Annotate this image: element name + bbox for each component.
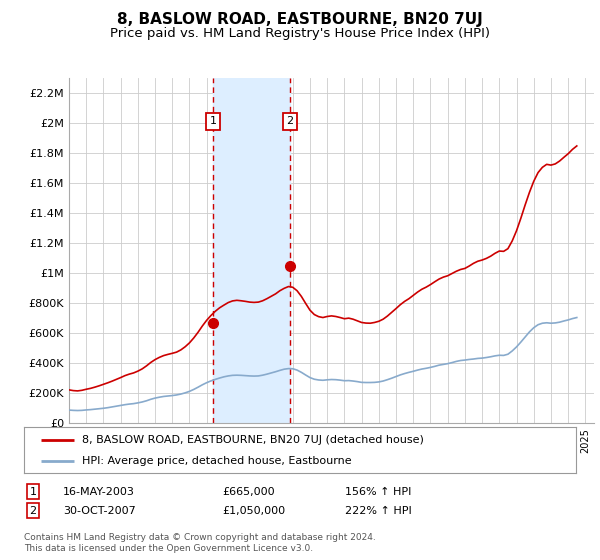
Text: 2: 2 [286,116,293,127]
Text: HPI: Average price, detached house, Eastbourne: HPI: Average price, detached house, East… [82,456,352,466]
Text: £1,050,000: £1,050,000 [222,506,285,516]
Text: 2: 2 [29,506,37,516]
Text: 1: 1 [29,487,37,497]
Text: 16-MAY-2003: 16-MAY-2003 [63,487,135,497]
Text: 222% ↑ HPI: 222% ↑ HPI [345,506,412,516]
Text: 1: 1 [209,116,217,127]
Text: Price paid vs. HM Land Registry's House Price Index (HPI): Price paid vs. HM Land Registry's House … [110,27,490,40]
Text: 8, BASLOW ROAD, EASTBOURNE, BN20 7UJ (detached house): 8, BASLOW ROAD, EASTBOURNE, BN20 7UJ (de… [82,435,424,445]
Text: £665,000: £665,000 [222,487,275,497]
Text: Contains HM Land Registry data © Crown copyright and database right 2024.
This d: Contains HM Land Registry data © Crown c… [24,533,376,553]
Text: 156% ↑ HPI: 156% ↑ HPI [345,487,412,497]
Text: 8, BASLOW ROAD, EASTBOURNE, BN20 7UJ: 8, BASLOW ROAD, EASTBOURNE, BN20 7UJ [117,12,483,27]
Text: 30-OCT-2007: 30-OCT-2007 [63,506,136,516]
Bar [213,78,290,423]
